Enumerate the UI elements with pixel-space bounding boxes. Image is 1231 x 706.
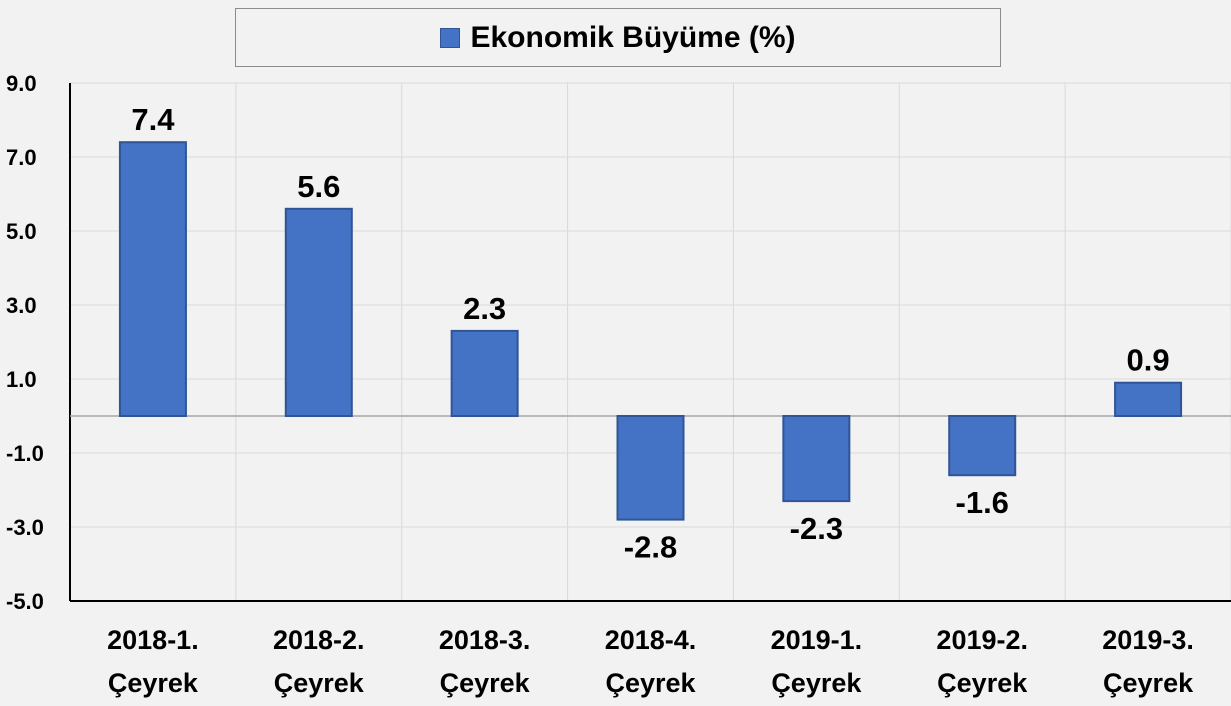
x-tick-label: 2019-3. [1102, 625, 1194, 655]
legend-label: Ekonomik Büyüme (%) [470, 20, 796, 54]
x-tick-label: Çeyrek [440, 668, 531, 698]
data-label: 0.9 [1127, 343, 1170, 378]
y-tick-label: 7.0 [6, 145, 37, 170]
y-tick-label: -1.0 [6, 441, 44, 466]
data-label: -2.8 [624, 530, 677, 565]
y-tick-label: -3.0 [6, 515, 44, 540]
bar [782, 415, 851, 503]
x-tick-label: Çeyrek [605, 668, 696, 698]
data-label: 2.3 [463, 291, 506, 326]
x-tick-label: 2018-2. [273, 625, 365, 655]
x-tick-label: 2018-1. [107, 625, 199, 655]
bar [1114, 381, 1183, 418]
legend-swatch [440, 27, 461, 48]
data-label: -2.3 [790, 511, 843, 546]
x-tick-label: 2019-2. [936, 625, 1028, 655]
bar [948, 415, 1017, 477]
x-tick-label: 2018-3. [439, 625, 531, 655]
bar [450, 329, 519, 417]
y-tick-label: 1.0 [6, 367, 37, 392]
bar [284, 207, 353, 417]
y-tick-label: -5.0 [6, 589, 44, 614]
x-tick-label: Çeyrek [108, 668, 199, 698]
y-tick-label: 3.0 [6, 293, 37, 318]
x-tick-label: Çeyrek [1103, 668, 1194, 698]
legend: Ekonomik Büyüme (%) [235, 8, 1001, 67]
x-tick-label: Çeyrek [771, 668, 862, 698]
x-tick-label: 2018-4. [605, 625, 697, 655]
y-tick-label: 9.0 [6, 71, 37, 96]
data-label: 7.4 [131, 102, 175, 137]
bar [616, 415, 685, 521]
data-label: -1.6 [956, 485, 1009, 520]
data-label: 5.6 [297, 169, 340, 204]
x-tick-label: Çeyrek [937, 668, 1028, 698]
x-tick-label: Çeyrek [274, 668, 365, 698]
y-tick-label: 5.0 [6, 219, 37, 244]
bar [118, 141, 187, 417]
x-tick-label: 2019-1. [771, 625, 863, 655]
